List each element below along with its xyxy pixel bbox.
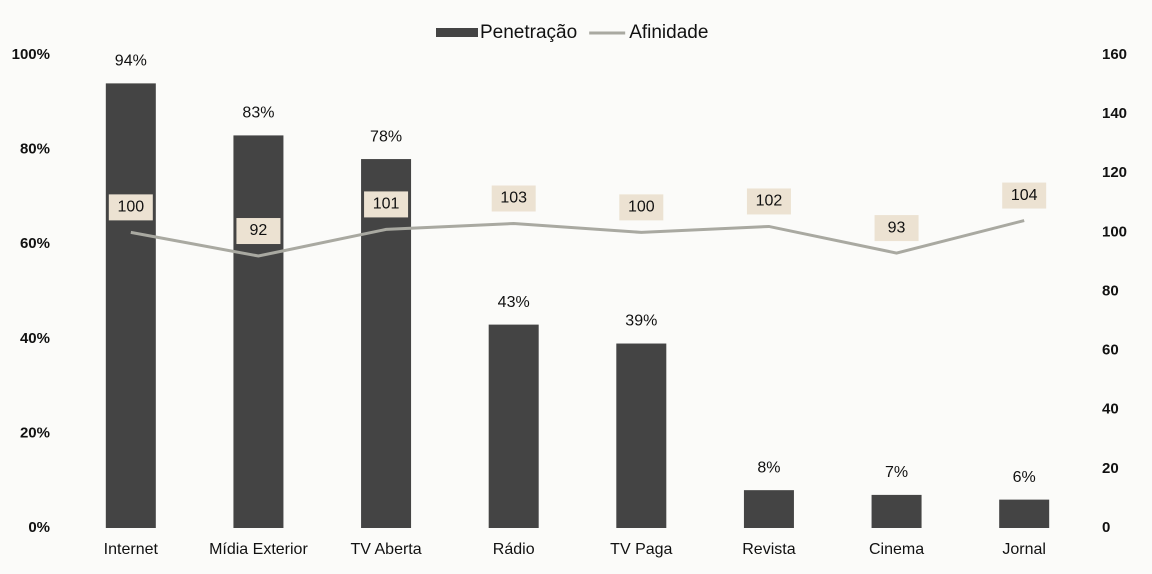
- line-value-label: 100: [117, 199, 144, 216]
- line-value-label: 93: [888, 219, 906, 236]
- line-label-box: [619, 194, 664, 221]
- legend-swatch: [436, 28, 478, 37]
- y-tick-label: 80%: [20, 141, 50, 158]
- y-tick-label: 40%: [20, 330, 50, 347]
- bar: [105, 83, 156, 528]
- line-label-box: [108, 194, 153, 221]
- y2-tick-label: 160: [1102, 46, 1127, 63]
- bar: [361, 159, 412, 528]
- bar-value-label: 83%: [242, 105, 274, 122]
- x-tick-label: TV Aberta: [350, 541, 421, 558]
- bar-value-label: 6%: [1013, 469, 1036, 486]
- x-tick-label: TV Paga: [610, 541, 672, 558]
- y2-tick-label: 80: [1102, 282, 1119, 299]
- line-label-box: [1002, 182, 1047, 209]
- line: [130, 219, 1025, 258]
- bar: [488, 324, 539, 528]
- y2-tick-label: 100: [1102, 223, 1127, 240]
- y2-tick-label: 0: [1102, 519, 1110, 536]
- line-value-label: 103: [500, 190, 527, 207]
- line-value-label: 102: [756, 193, 783, 210]
- y-tick-label: 60%: [20, 235, 50, 252]
- legend-label: Penetração: [480, 22, 577, 43]
- bar-value-label: 94%: [115, 53, 147, 70]
- bar-value-label: 7%: [885, 464, 908, 481]
- bar-value-label: 43%: [498, 294, 530, 311]
- y-tick-label: 100%: [12, 46, 50, 63]
- x-tick-label: Revista: [742, 541, 795, 558]
- bar: [871, 494, 922, 528]
- bar-value-label: 78%: [370, 128, 402, 145]
- y-tick-label: 20%: [20, 424, 50, 441]
- x-tick-label: Rádio: [493, 541, 535, 558]
- y2-tick-label: 20: [1102, 460, 1119, 477]
- line-value-label: 92: [250, 222, 268, 239]
- bar-value-label: 39%: [625, 313, 657, 330]
- x-tick-label: Mídia Exterior: [209, 541, 308, 558]
- x-tick-label: Cinema: [869, 541, 924, 558]
- x-tick-label: Internet: [104, 541, 159, 558]
- x-tick-label: Jornal: [1002, 541, 1046, 558]
- bar-value-label: 8%: [757, 459, 780, 476]
- line-label-box: [236, 218, 281, 245]
- line-value-label: 100: [628, 199, 655, 216]
- line-value-label: 104: [1011, 187, 1038, 204]
- bar: [743, 490, 794, 528]
- line-value-label: 101: [373, 196, 400, 213]
- y2-tick-label: 140: [1102, 105, 1127, 122]
- line-label-box: [364, 191, 409, 218]
- bar: [233, 135, 284, 528]
- line-label-box: [491, 185, 536, 212]
- y2-tick-label: 120: [1102, 164, 1127, 181]
- bar: [999, 499, 1050, 528]
- bar: [616, 343, 667, 528]
- legend-label: Afinidade: [629, 22, 708, 43]
- line-label-box: [746, 188, 791, 215]
- y2-tick-label: 40: [1102, 401, 1119, 418]
- y2-tick-label: 60: [1102, 342, 1119, 359]
- y-tick-label: 0%: [28, 519, 50, 536]
- line-label-box: [874, 215, 919, 242]
